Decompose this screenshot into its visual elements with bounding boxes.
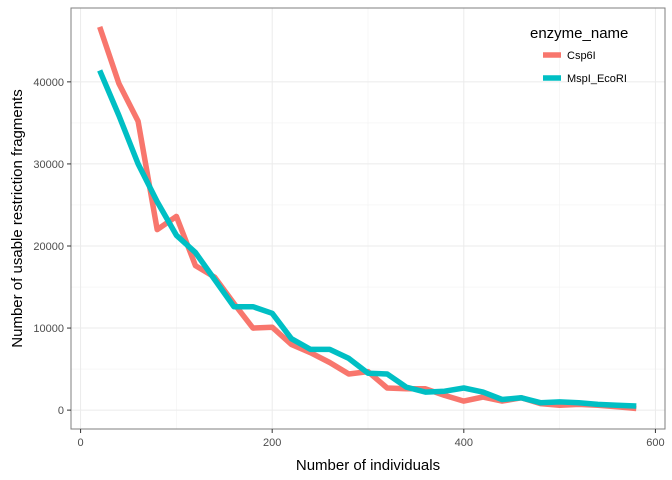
x-axis-title: Number of individuals [296, 457, 440, 474]
legend-title: enzyme_name [530, 25, 628, 42]
y-tick-label: 40000 [33, 77, 64, 89]
x-axis-ticks: 0 200 400 600 [78, 429, 665, 449]
legend: enzyme_name Csp6I MspI_EcoRI [530, 25, 628, 85]
x-tick-label: 600 [646, 437, 664, 449]
y-tick-label: 20000 [33, 241, 64, 253]
y-axis-title: Number of usable restriction fragments [9, 89, 26, 347]
y-tick-label: 30000 [33, 159, 64, 171]
series-line-mspi-ecori [97, 69, 637, 409]
y-axis-ticks: 0 10000 20000 30000 40000 [33, 77, 71, 417]
y-tick-label: 0 [58, 405, 64, 417]
x-tick-label: 0 [78, 437, 84, 449]
x-tick-label: 400 [455, 437, 473, 449]
plot-panel-border [70, 7, 666, 430]
legend-label-csp6i: Csp6I [567, 50, 596, 62]
series-lines [97, 26, 637, 412]
x-tick-label: 200 [263, 437, 281, 449]
legend-label-mspi-ecori: MspI_EcoRI [567, 73, 627, 85]
y-tick-label: 10000 [33, 323, 64, 335]
